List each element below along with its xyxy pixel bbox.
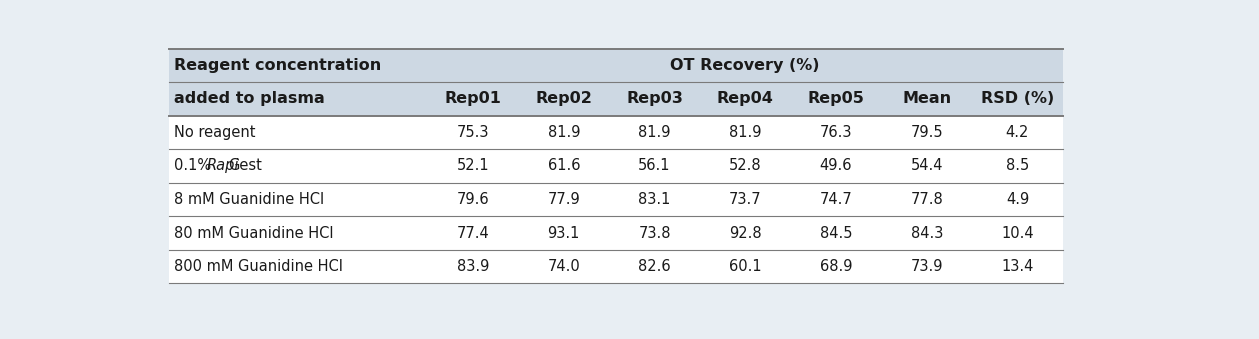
Text: 81.9: 81.9 [548,125,580,140]
Text: 81.9: 81.9 [729,125,762,140]
Text: 13.4: 13.4 [1001,259,1034,274]
Text: 68.9: 68.9 [820,259,852,274]
Text: added to plasma: added to plasma [174,91,325,106]
Text: No reagent: No reagent [174,125,256,140]
Text: 93.1: 93.1 [548,225,580,241]
Text: 49.6: 49.6 [820,158,852,174]
Text: Gest: Gest [228,158,262,174]
Text: OT Recovery (%): OT Recovery (%) [671,58,820,73]
Text: 77.4: 77.4 [457,225,490,241]
Text: Rep01: Rep01 [444,91,501,106]
Text: 81.9: 81.9 [638,125,671,140]
Text: 73.8: 73.8 [638,225,671,241]
Text: 56.1: 56.1 [638,158,671,174]
Text: 75.3: 75.3 [457,125,490,140]
Text: 4.2: 4.2 [1006,125,1029,140]
Text: Rep03: Rep03 [626,91,682,106]
Text: 80 mM Guanidine HCl: 80 mM Guanidine HCl [174,225,334,241]
Bar [169,82,1063,116]
Bar [169,149,1063,183]
Text: 84.5: 84.5 [820,225,852,241]
Text: 0.1%: 0.1% [174,158,215,174]
Bar [169,216,1063,250]
Text: 8.5: 8.5 [1006,158,1029,174]
Text: 76.3: 76.3 [820,125,852,140]
Text: 52.1: 52.1 [457,158,490,174]
Text: 73.7: 73.7 [729,192,762,207]
Text: 10.4: 10.4 [1001,225,1034,241]
Text: 83.1: 83.1 [638,192,671,207]
Text: 79.6: 79.6 [457,192,490,207]
Text: 77.8: 77.8 [910,192,943,207]
Bar [169,183,1063,216]
Text: Rep05: Rep05 [807,91,865,106]
Text: RSD (%): RSD (%) [981,91,1054,106]
Text: 74.7: 74.7 [820,192,852,207]
Text: 83.9: 83.9 [457,259,490,274]
Text: 60.1: 60.1 [729,259,762,274]
Text: Rep02: Rep02 [535,91,592,106]
Text: 84.3: 84.3 [910,225,943,241]
Text: Mean: Mean [903,91,952,106]
Text: 73.9: 73.9 [910,259,943,274]
Text: 82.6: 82.6 [638,259,671,274]
Text: Rep04: Rep04 [716,91,774,106]
Text: 54.4: 54.4 [910,158,943,174]
Text: 61.6: 61.6 [548,158,580,174]
Bar [169,116,1063,149]
Text: Rapi: Rapi [206,158,239,174]
Text: 79.5: 79.5 [910,125,943,140]
Text: Reagent concentration: Reagent concentration [174,58,381,73]
Text: 77.9: 77.9 [548,192,580,207]
Text: 4.9: 4.9 [1006,192,1029,207]
Bar [169,250,1063,283]
Text: 800 mM Guanidine HCl: 800 mM Guanidine HCl [174,259,342,274]
Text: 92.8: 92.8 [729,225,762,241]
Text: 8 mM Guanidine HCl: 8 mM Guanidine HCl [174,192,324,207]
Text: 52.8: 52.8 [729,158,762,174]
Text: 74.0: 74.0 [548,259,580,274]
Bar [169,48,1063,82]
